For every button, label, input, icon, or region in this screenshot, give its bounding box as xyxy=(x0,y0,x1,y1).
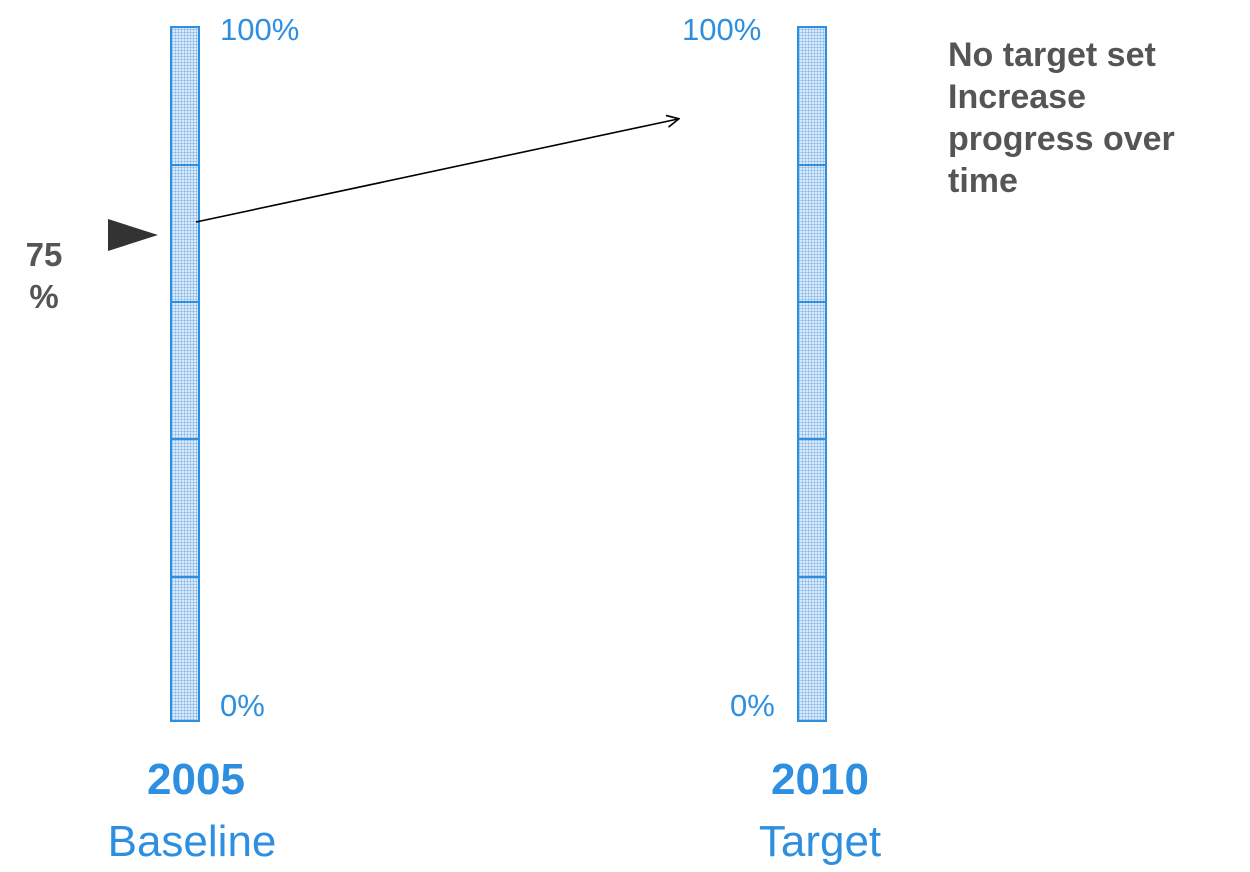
baseline-scale-divider xyxy=(172,164,198,166)
target-role-label: Target xyxy=(758,817,882,866)
baseline-scale-bar xyxy=(170,26,200,722)
note-line: time xyxy=(948,162,1018,200)
target-scale-divider xyxy=(799,301,825,303)
note-line: progress over xyxy=(948,120,1175,158)
target-scale-divider xyxy=(799,576,825,578)
target-scale-divider xyxy=(799,438,825,440)
target-bottom-label: 0% xyxy=(730,688,775,723)
baseline-bottom-label: 0% xyxy=(220,688,265,723)
target-year: 2010 xyxy=(771,755,869,804)
note-line: No target set xyxy=(948,36,1156,74)
baseline-top-label: 100% xyxy=(220,12,300,47)
baseline-value-label: 75 % xyxy=(14,234,74,318)
triangle-pointer-icon xyxy=(108,219,158,251)
baseline-value-number: 75 xyxy=(25,236,63,273)
baseline-role-label: Baseline xyxy=(107,817,277,866)
baseline-scale-divider xyxy=(172,301,198,303)
baseline-value-unit: % xyxy=(29,278,59,315)
target-note: No target set Increase progress over tim… xyxy=(948,34,1248,202)
target-scale-bar xyxy=(797,26,827,722)
baseline-scale-divider xyxy=(172,576,198,578)
target-top-label: 100% xyxy=(682,12,762,47)
baseline-scale-divider xyxy=(172,438,198,440)
target-scale-divider xyxy=(799,164,825,166)
arrow-right-icon xyxy=(195,119,678,223)
baseline-year: 2005 xyxy=(147,755,245,804)
note-line: Increase xyxy=(948,78,1086,116)
